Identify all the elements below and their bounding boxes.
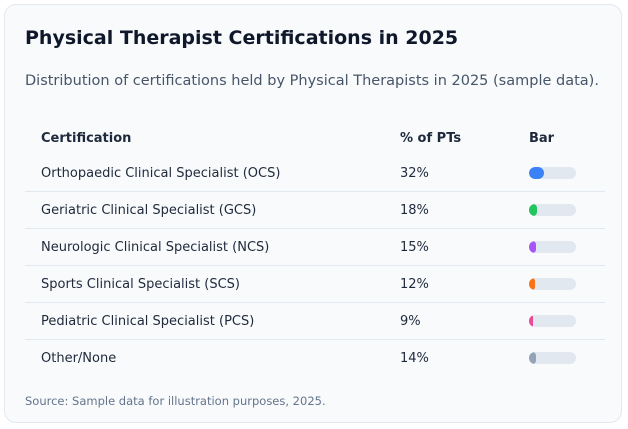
bar-track	[529, 278, 576, 290]
bar-cell	[513, 302, 605, 340]
page-title: Physical Therapist Certifications in 202…	[25, 27, 459, 49]
bar-fill	[529, 204, 538, 216]
source-note: Source: Sample data for illustration pur…	[25, 394, 326, 408]
table-row: Geriatric Clinical Specialist (GCS) 18%	[25, 191, 605, 229]
column-header-certification: Certification	[41, 130, 132, 146]
certification-name: Orthopaedic Clinical Specialist (OCS)	[41, 165, 281, 181]
bar-track	[529, 315, 576, 327]
bar-cell	[513, 191, 605, 229]
bar-track	[529, 204, 576, 216]
bar-cell	[513, 228, 605, 266]
certifications-table: Certification % of PTs Bar Orthopaedic C…	[25, 121, 605, 376]
certification-name: Pediatric Clinical Specialist (PCS)	[25, 302, 384, 340]
bar-cell	[513, 339, 605, 376]
column-header-percent: % of PTs	[400, 130, 462, 146]
bar-track	[529, 352, 576, 364]
bar-cell	[513, 155, 605, 192]
bar-fill	[529, 241, 537, 253]
table-row: Sports Clinical Specialist (SCS) 12%	[25, 265, 605, 303]
column-header-bar: Bar	[529, 130, 555, 146]
certification-name: Other/None	[25, 339, 384, 376]
percent-value: 32%	[400, 165, 429, 181]
bar-fill	[529, 315, 534, 327]
percent-value: 9%	[384, 302, 513, 340]
card: Physical Therapist Certifications in 202…	[4, 4, 622, 423]
bar-fill	[529, 278, 535, 290]
table-header-row: Certification % of PTs Bar	[25, 121, 605, 155]
certification-name: Geriatric Clinical Specialist (GCS)	[25, 191, 384, 229]
bar-track	[529, 167, 576, 179]
subtitle: Distribution of certifications held by P…	[25, 73, 599, 89]
bar-fill	[529, 352, 536, 364]
table-row: Other/None 14%	[25, 339, 605, 376]
bar-cell	[513, 265, 605, 303]
table-row: Neurologic Clinical Specialist (NCS) 15%	[25, 228, 605, 266]
percent-value: 12%	[384, 265, 513, 303]
table-row: Orthopaedic Clinical Specialist (OCS) 32%	[25, 155, 605, 192]
percent-value: 14%	[384, 339, 513, 376]
bar-track	[529, 241, 576, 253]
certification-name: Neurologic Clinical Specialist (NCS)	[25, 228, 384, 266]
percent-value: 15%	[384, 228, 513, 266]
table-row: Pediatric Clinical Specialist (PCS) 9%	[25, 302, 605, 340]
bar-fill	[529, 167, 545, 179]
percent-value: 18%	[384, 191, 513, 229]
certification-name: Sports Clinical Specialist (SCS)	[25, 265, 384, 303]
